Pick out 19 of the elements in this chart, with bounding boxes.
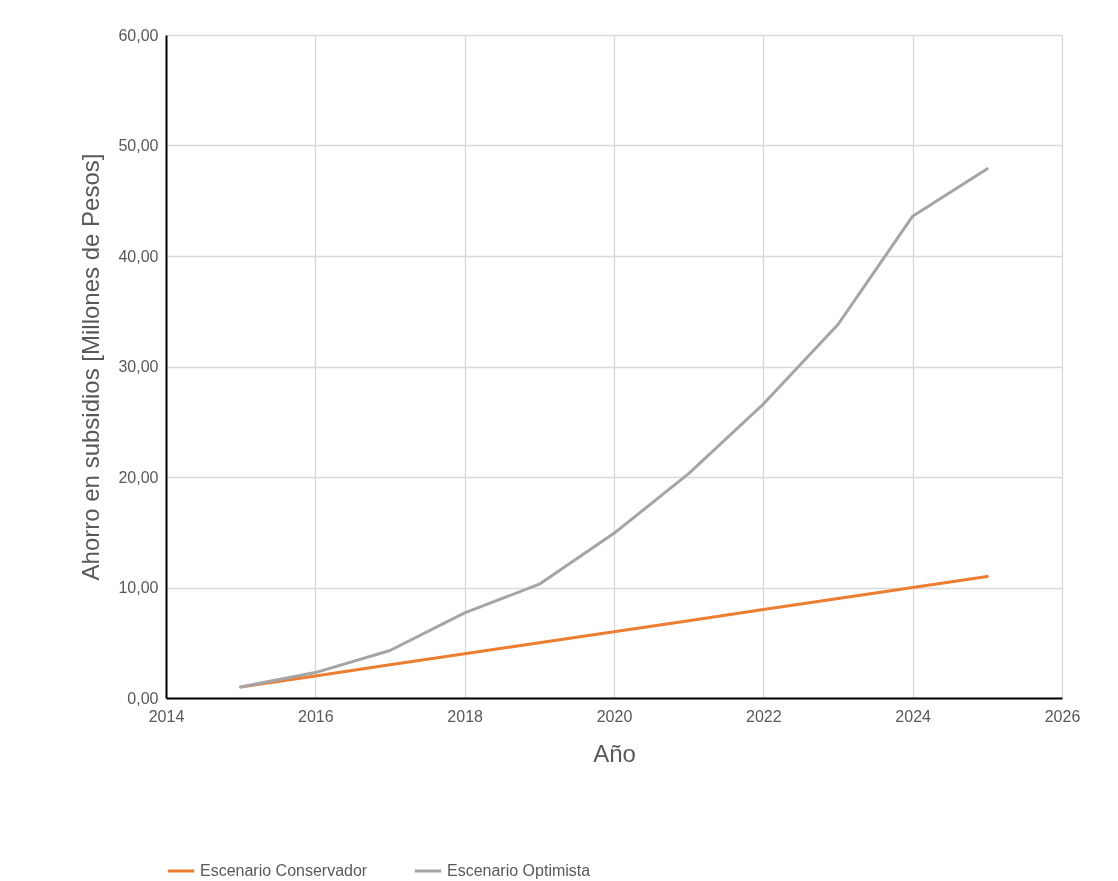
x-tick-label: 2018 (447, 707, 484, 725)
y-tick-label: 40,00 (118, 247, 159, 265)
line-series (239, 167, 989, 689)
x-tick-label: 2016 (298, 707, 334, 725)
x-tick-label: 2026 (1044, 707, 1081, 725)
y-tick-label: 30,00 (118, 358, 159, 375)
x-tick-label: 2020 (596, 707, 633, 725)
y-tick-label: 20,00 (118, 468, 159, 486)
x-axis-title: Año (593, 739, 636, 767)
legend-label: Escenario Conservador (200, 862, 368, 879)
y-tick-label: 50,00 (118, 137, 159, 154)
y-tick-label: 10,00 (118, 579, 159, 596)
y-tick-label: 0,00 (127, 689, 159, 707)
x-tick-label: 2024 (895, 707, 932, 725)
y-tick-label: 60,00 (118, 26, 159, 44)
x-tick-label: 2014 (148, 707, 185, 725)
legend-label: Escenario Optimista (447, 862, 591, 879)
x-tick-label: 2022 (746, 707, 782, 725)
y-axis-title: Ahorro en subsidios [Millones de Pesos] (77, 153, 105, 581)
